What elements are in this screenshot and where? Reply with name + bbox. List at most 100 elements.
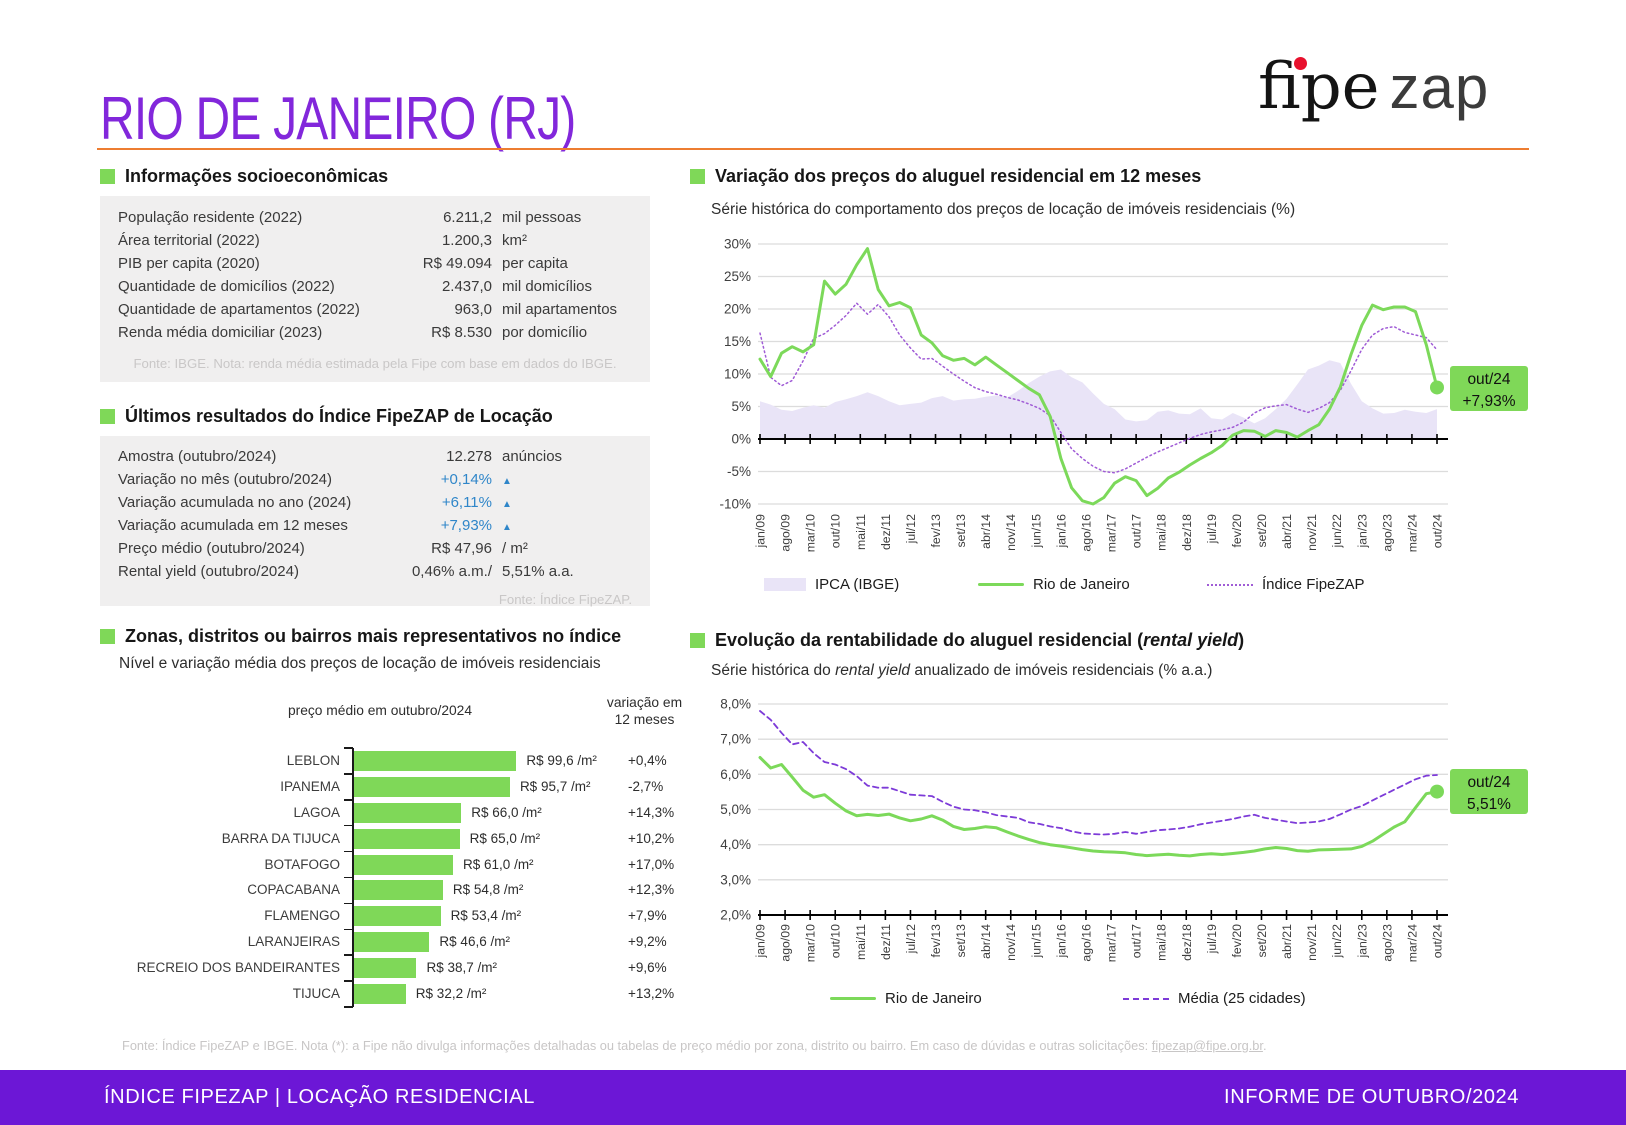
table-row: Variação acumulada no ano (2024) +6,11% ▲	[118, 494, 632, 517]
row-unit: anúncios	[502, 448, 563, 465]
media-dashed-swatch-icon	[1123, 997, 1169, 1000]
row-value: 6.211,2	[443, 209, 492, 226]
row-value: +0,14%	[440, 471, 492, 488]
bar-axis-tick	[344, 747, 353, 749]
table-row: Área territorial (2022) 1.200,3 km²	[118, 232, 632, 255]
svg-text:dez/18: dez/18	[1180, 924, 1194, 961]
bar-axis-tick	[344, 799, 353, 801]
fipezap-logo: fipe zap	[1258, 50, 1489, 124]
svg-text:5,0%: 5,0%	[720, 802, 751, 817]
row-unit: mil domicílios	[502, 278, 593, 295]
svg-text:6,0%: 6,0%	[720, 767, 751, 782]
legend-item-rio: Rio de Janeiro	[978, 576, 1130, 593]
svg-text:ago/16: ago/16	[1079, 924, 1093, 962]
svg-text:-10%: -10%	[719, 497, 751, 512]
svg-text:mar/10: mar/10	[804, 924, 818, 962]
svg-text:8,0%: 8,0%	[720, 697, 751, 712]
bar-category-label: LARANJEIRAS	[247, 934, 340, 950]
section-bullet-icon	[100, 169, 115, 184]
header-divider	[97, 148, 1529, 150]
rio-line-swatch-icon	[830, 997, 876, 1000]
bar-category-label: COPACABANA	[247, 882, 340, 898]
bar-row: FLAMENGO R$ 53,4 /m² +7,9%	[100, 903, 700, 929]
row-value: 963,0	[454, 301, 492, 318]
bar-value-label: R$ 46,6 /m²	[439, 934, 510, 950]
bar-row: RECREIO DOS BANDEIRANTES R$ 38,7 /m² +9,6%	[100, 955, 700, 981]
bar-row: LARANJEIRAS R$ 46,6 /m² +9,2%	[100, 929, 700, 955]
svg-text:fev/13: fev/13	[929, 514, 943, 548]
svg-text:jan/16: jan/16	[1054, 514, 1068, 549]
svg-text:jan/16: jan/16	[1054, 924, 1068, 959]
bar-axis-tick	[344, 980, 353, 982]
svg-text:jun/15: jun/15	[1029, 514, 1043, 549]
ipca-area-swatch-icon	[764, 578, 806, 591]
row-value: 12.278	[446, 448, 492, 465]
bar	[353, 984, 406, 1005]
svg-text:out/10: out/10	[829, 924, 843, 958]
row-unit: por domicílio	[502, 324, 588, 341]
svg-text:jan/09: jan/09	[754, 514, 768, 549]
bar-variation-label: +12,3%	[628, 882, 675, 898]
bar-axis-tick	[344, 1006, 353, 1008]
table-row: Variação acumulada em 12 meses +7,93% ▲	[118, 517, 632, 540]
bar-category-label: TIJUCA	[292, 986, 340, 1002]
table-row: Preço médio (outubro/2024) R$ 47,96 / m²	[118, 540, 632, 563]
svg-text:mar/10: mar/10	[804, 514, 818, 552]
bar	[353, 854, 454, 875]
bar-variation-label: +7,9%	[628, 908, 667, 924]
svg-text:out/17: out/17	[1130, 924, 1144, 958]
footer-left-text: ÍNDICE FIPEZAP | LOCAÇÃO RESIDENCIAL	[104, 1086, 535, 1108]
svg-text:ago/09: ago/09	[779, 514, 793, 552]
svg-text:abr/14: abr/14	[979, 514, 993, 549]
bar-variation-label: +10,2%	[628, 830, 675, 846]
logo-zap-text: zap	[1389, 54, 1490, 121]
bar-category-label: IPANEMA	[280, 778, 340, 794]
svg-text:5%: 5%	[731, 399, 751, 414]
svg-text:fev/20: fev/20	[1230, 924, 1244, 958]
results-table: Amostra (outubro/2024) 12.278 anúncios Vari…	[100, 436, 650, 607]
svg-text:jan/23: jan/23	[1355, 924, 1369, 959]
row-unit: ▲	[502, 522, 512, 533]
section-price-variation-header: Variação dos preços do aluguel residenci…	[690, 166, 1201, 187]
svg-text:abr/21: abr/21	[1280, 924, 1294, 959]
section-bullet-icon	[100, 409, 115, 424]
row-label: Variação acumulada no ano (2024)	[118, 494, 352, 511]
table-row: Quantidade de apartamentos (2022) 963,0 mi…	[118, 301, 632, 324]
page-title: RIO DE JANEIRO (RJ)	[100, 85, 576, 152]
bar-value-label: R$ 65,0 /m²	[469, 830, 541, 846]
bar-value-label: R$ 54,8 /m²	[452, 882, 524, 898]
svg-text:jul/19: jul/19	[1205, 924, 1219, 955]
price-chart-callout: out/24 +7,93%	[1450, 366, 1528, 411]
table-row: PIB per capita (2020) R$ 49.094 per capita	[118, 255, 632, 278]
row-label: Variação no mês (outubro/2024)	[118, 471, 333, 488]
svg-text:set/13: set/13	[954, 924, 968, 958]
row-unit: mil pessoas	[502, 209, 582, 226]
svg-text:ago/09: ago/09	[779, 924, 793, 962]
bar-category-label: RECREIO DOS BANDEIRANTES	[136, 960, 340, 976]
bar-variation-label: +9,2%	[628, 934, 667, 950]
socioeconomic-table: População residente (2022) 6.211,2 mil pes…	[100, 196, 650, 382]
row-label: PIB per capita (2020)	[118, 255, 260, 272]
svg-text:25%: 25%	[724, 269, 751, 284]
logo-fipe-text: fipe	[1258, 50, 1380, 124]
svg-text:4,0%: 4,0%	[720, 837, 751, 852]
svg-text:ago/23: ago/23	[1380, 514, 1394, 552]
section-bullet-icon	[690, 169, 705, 184]
bar-axis-tick	[344, 954, 353, 956]
row-value: +6,11%	[441, 494, 492, 511]
legend-item-media: Média (25 cidades)	[1123, 990, 1306, 1007]
svg-text:jun/22: jun/22	[1330, 924, 1344, 959]
svg-text:mar/24: mar/24	[1405, 514, 1419, 552]
svg-text:mai/11: mai/11	[854, 924, 868, 960]
footer-right-text: INFORME DE OUTUBRO/2024	[1224, 1086, 1519, 1108]
row-value: R$ 8.530	[431, 324, 492, 341]
bar-row: BOTAFOGO R$ 61,0 /m² +17,0%	[100, 852, 700, 878]
fipezap-email-link[interactable]: fipezap@fipe.org.br	[1151, 1038, 1263, 1053]
row-label: Quantidade de apartamentos (2022)	[118, 301, 360, 318]
row-value: R$ 49.094	[422, 255, 492, 272]
bar-category-label: BOTAFOGO	[264, 856, 340, 872]
bar-row: COPACABANA R$ 54,8 /m² +12,3%	[100, 877, 700, 903]
bar-value-label: R$ 95,7 /m²	[519, 778, 591, 794]
svg-text:dez/11: dez/11	[879, 924, 893, 960]
row-label: Rental yield (outubro/2024)	[118, 563, 299, 580]
